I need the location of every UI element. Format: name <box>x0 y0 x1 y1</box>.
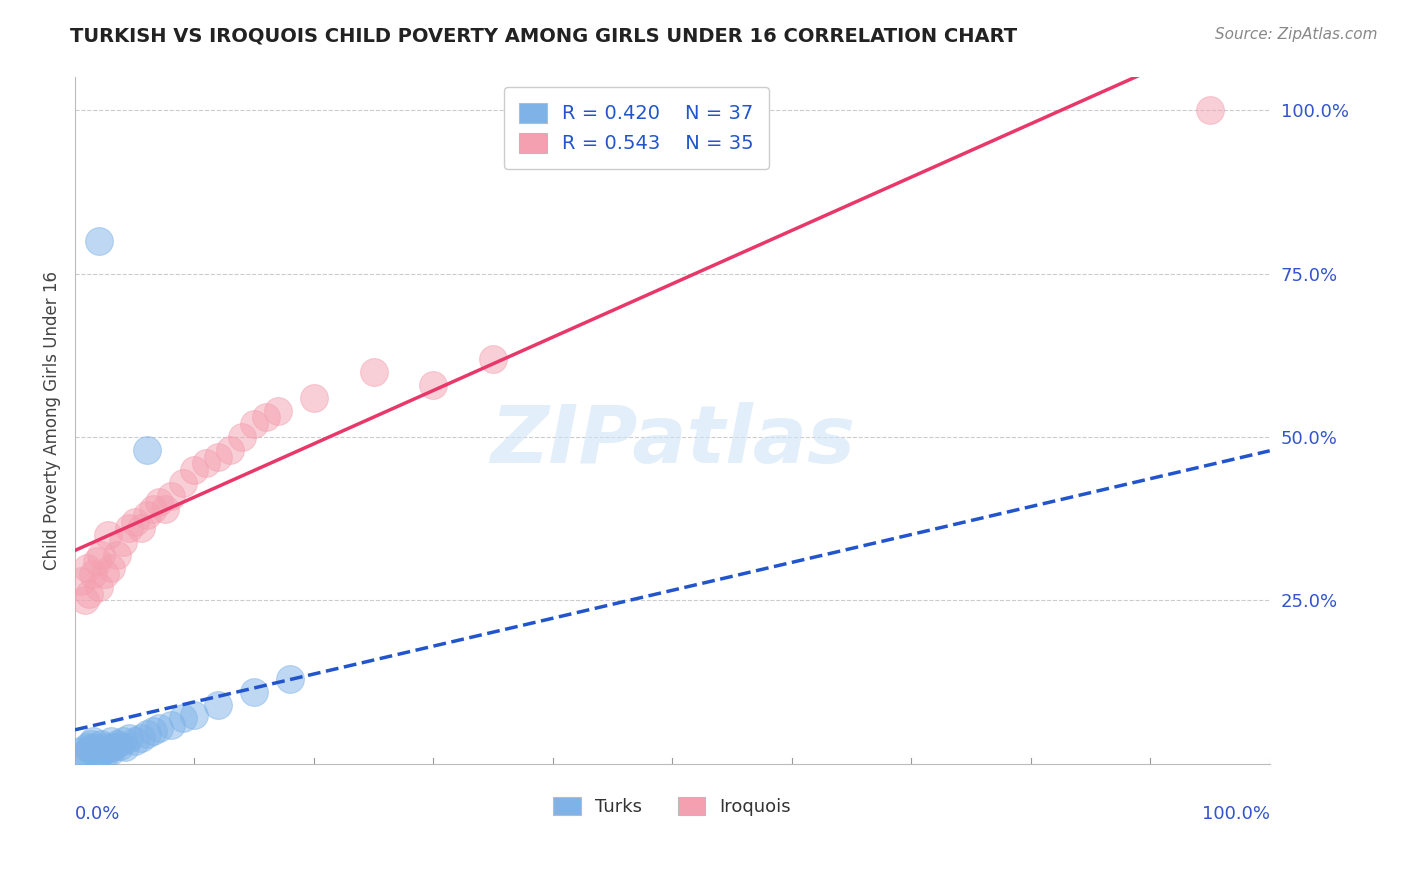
Point <box>105 548 128 562</box>
Point <box>87 744 110 758</box>
Point <box>90 745 112 759</box>
Point <box>94 740 117 755</box>
Point <box>87 234 110 248</box>
Point <box>183 707 205 722</box>
Point <box>79 737 101 751</box>
Point <box>142 724 165 739</box>
Point <box>97 528 120 542</box>
Point <box>363 365 385 379</box>
Point <box>100 560 122 574</box>
Point <box>94 567 117 582</box>
Point <box>159 717 181 731</box>
Point <box>111 734 134 748</box>
Point <box>110 739 132 753</box>
Point <box>135 508 157 523</box>
Text: 0.0%: 0.0% <box>75 805 121 823</box>
Point <box>94 747 117 761</box>
Point <box>1199 103 1222 117</box>
Point <box>148 721 170 735</box>
Point <box>129 521 152 535</box>
Y-axis label: Child Poverty Among Girls Under 16: Child Poverty Among Girls Under 16 <box>44 271 60 570</box>
Point <box>124 515 146 529</box>
Point <box>76 560 98 574</box>
Point <box>172 711 194 725</box>
Point <box>124 734 146 748</box>
Point <box>172 475 194 490</box>
Point <box>207 698 229 712</box>
Point <box>243 417 266 431</box>
Point <box>105 737 128 751</box>
Point <box>135 443 157 458</box>
Point <box>159 489 181 503</box>
Point <box>207 450 229 464</box>
Point <box>118 521 141 535</box>
Point <box>267 404 290 418</box>
Point <box>90 548 112 562</box>
Point <box>82 734 104 748</box>
Point <box>100 744 122 758</box>
Point <box>142 501 165 516</box>
Point <box>482 351 505 366</box>
Point <box>129 731 152 745</box>
Point <box>153 501 176 516</box>
Point <box>135 727 157 741</box>
Point <box>90 737 112 751</box>
Point <box>195 456 218 470</box>
Point <box>103 740 125 755</box>
Point <box>87 580 110 594</box>
Point <box>231 430 253 444</box>
Text: ZIPatlas: ZIPatlas <box>489 402 855 480</box>
Text: 100.0%: 100.0% <box>1202 805 1270 823</box>
Point <box>243 685 266 699</box>
Point <box>73 593 96 607</box>
Point <box>83 740 105 755</box>
Point <box>148 495 170 509</box>
Point <box>254 410 277 425</box>
Point <box>70 574 93 588</box>
Point <box>183 463 205 477</box>
Point <box>76 740 98 755</box>
Point <box>82 744 104 758</box>
Point <box>278 672 301 686</box>
Point <box>86 747 108 761</box>
Point <box>219 443 242 458</box>
Point <box>76 745 98 759</box>
Text: TURKISH VS IROQUOIS CHILD POVERTY AMONG GIRLS UNDER 16 CORRELATION CHART: TURKISH VS IROQUOIS CHILD POVERTY AMONG … <box>70 27 1018 45</box>
Point <box>118 731 141 745</box>
Point <box>73 747 96 761</box>
Point <box>79 742 101 756</box>
Point <box>97 742 120 756</box>
Point <box>82 567 104 582</box>
Legend: Turks, Iroquois: Turks, Iroquois <box>547 789 799 823</box>
Point <box>100 734 122 748</box>
Point <box>111 534 134 549</box>
Point <box>114 740 136 755</box>
Point <box>70 744 93 758</box>
Point <box>86 554 108 568</box>
Point <box>302 391 325 405</box>
Text: Source: ZipAtlas.com: Source: ZipAtlas.com <box>1215 27 1378 42</box>
Point <box>422 377 444 392</box>
Point <box>79 587 101 601</box>
